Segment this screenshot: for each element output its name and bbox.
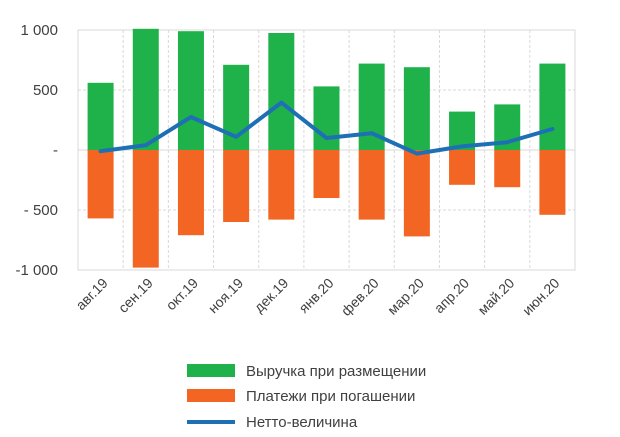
x-tick-label: авг.19 bbox=[72, 275, 110, 313]
legend-swatch-revenue bbox=[187, 364, 235, 377]
y-tick-label: - bbox=[53, 142, 58, 159]
bar-payments-9 bbox=[494, 150, 521, 188]
legend: Выручка при размещении Платежи при погаш… bbox=[187, 363, 426, 431]
bars bbox=[87, 28, 566, 268]
y-tick-label: - 500 bbox=[24, 202, 58, 219]
legend-swatch-payments bbox=[187, 389, 235, 402]
x-tick-label: янв.20 bbox=[295, 275, 336, 316]
x-tick-label: дек.19 bbox=[251, 275, 292, 316]
bar-payments-5 bbox=[313, 150, 340, 198]
grid bbox=[77, 29, 576, 271]
plot-frame bbox=[77, 29, 576, 271]
bar-payments-8 bbox=[449, 150, 476, 185]
y-tick-label: 1 000 bbox=[20, 22, 58, 39]
legend-label-net: Нетто-величина bbox=[246, 414, 358, 431]
bar-payments-4 bbox=[268, 150, 295, 220]
bar-revenue-2 bbox=[177, 31, 204, 151]
x-axis: авг.19 сен.19 окт.19 ноя.19 дек.19 янв.20 фев.… bbox=[72, 275, 562, 319]
bar-revenue-5 bbox=[313, 86, 340, 150]
x-tick-label: фев.20 bbox=[338, 275, 382, 319]
bar-payments-0 bbox=[87, 150, 114, 219]
legend-label-payments: Платежи при погашении bbox=[246, 388, 415, 405]
bar-revenue-10 bbox=[539, 63, 566, 150]
x-tick-label: май.20 bbox=[474, 275, 517, 318]
bar-payments-7 bbox=[403, 150, 430, 237]
y-tick-label: 500 bbox=[33, 82, 58, 99]
bar-payments-2 bbox=[177, 150, 204, 236]
y-tick-label: -1 000 bbox=[15, 262, 58, 279]
x-tick-label: июн.20 bbox=[519, 275, 563, 319]
bar-payments-3 bbox=[223, 150, 250, 222]
x-tick-label: мар.20 bbox=[384, 275, 427, 318]
x-tick-label: апр.20 bbox=[431, 275, 473, 317]
bar-revenue-4 bbox=[268, 33, 295, 150]
bar-payments-1 bbox=[132, 150, 159, 268]
y-axis: 1 000 500 - - 500 -1 000 bbox=[15, 22, 58, 279]
x-tick-label: окт.19 bbox=[163, 275, 202, 314]
net-line-series bbox=[98, 100, 555, 156]
x-tick-label: ноя.19 bbox=[205, 275, 247, 317]
bar-revenue-1 bbox=[132, 28, 159, 150]
bar-revenue-0 bbox=[87, 82, 114, 150]
x-tick-label: сен.19 bbox=[115, 275, 156, 316]
legend-label-revenue: Выручка при размещении bbox=[246, 363, 426, 380]
bar-revenue-7 bbox=[403, 67, 430, 150]
bar-payments-10 bbox=[539, 150, 566, 215]
bar-payments-6 bbox=[358, 150, 385, 220]
